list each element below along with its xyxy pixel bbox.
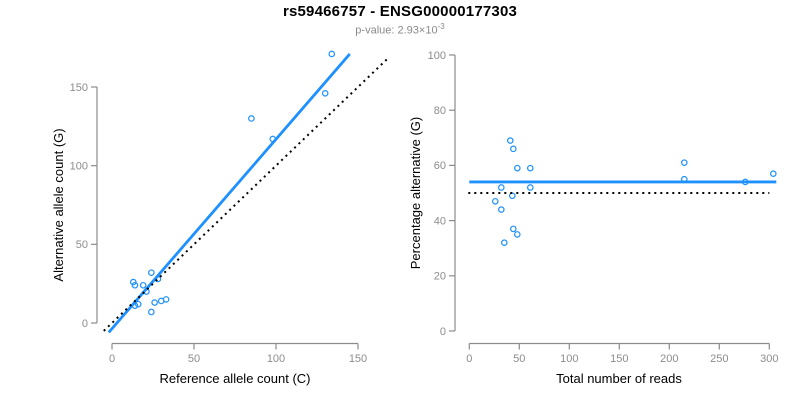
x-axis-title-left: Reference allele count (C) bbox=[159, 371, 310, 386]
left-scatter-panel: 0 50 100 150 0 50 100 150 Reference allele coun… bbox=[51, 50, 389, 386]
x-tick-label: 250 bbox=[710, 353, 728, 365]
right-panel-plot-area: 0 50 100 150 200 250 300 0 20 40 60 80 100 bbox=[428, 50, 779, 365]
pvalue-subtitle: p-value: 2.93×10-3 bbox=[0, 22, 800, 37]
data-point bbox=[769, 170, 777, 177]
x-tick-label: 100 bbox=[267, 353, 285, 365]
data-point bbox=[131, 281, 139, 289]
data-point bbox=[248, 115, 255, 122]
x-tick-label: 150 bbox=[349, 353, 367, 365]
data-point bbox=[139, 281, 147, 289]
regression-line bbox=[107, 53, 351, 334]
data-point bbox=[526, 184, 534, 191]
data-point bbox=[497, 184, 505, 191]
y-tick-label: 150 bbox=[70, 82, 88, 94]
y-tick-label: 40 bbox=[434, 215, 446, 227]
y-tick-label: 60 bbox=[434, 160, 446, 172]
pvalue-text: p-value: 2.93×10 bbox=[355, 24, 438, 37]
left-panel-plot-area: 0 50 100 150 0 50 100 150 bbox=[70, 50, 389, 365]
data-point bbox=[509, 225, 517, 233]
data-point bbox=[680, 159, 688, 166]
pvalue-exponent: -3 bbox=[437, 22, 445, 31]
y-axis-title-left: Alternative allele count (G) bbox=[51, 128, 66, 281]
y-tick-label: 100 bbox=[70, 160, 88, 172]
data-point bbox=[497, 206, 505, 213]
figure-title: rs59466757 - ENSG00000177303 bbox=[282, 3, 518, 20]
data-point bbox=[328, 50, 336, 58]
right-scatter-panel: 0 50 100 150 200 250 300 0 20 40 60 80 100 Total num… bbox=[408, 50, 778, 386]
data-point bbox=[151, 299, 158, 306]
x-tick-label: 200 bbox=[660, 353, 678, 365]
x-tick-label: 0 bbox=[466, 353, 472, 365]
y-tick-label: 0 bbox=[440, 326, 446, 338]
x-axis-title-right: Total number of reads bbox=[556, 371, 682, 386]
data-point bbox=[526, 164, 534, 172]
data-point bbox=[162, 296, 170, 303]
data-point bbox=[491, 197, 499, 205]
y-tick-label: 0 bbox=[82, 318, 88, 330]
y-tick-label: 100 bbox=[428, 50, 446, 62]
data-point bbox=[148, 308, 155, 316]
data-point bbox=[500, 239, 508, 246]
data-point bbox=[506, 137, 514, 144]
y-tick-label: 80 bbox=[434, 105, 446, 117]
y-axis-title-right: Percentage alternative (G) bbox=[408, 117, 423, 269]
x-tick-label: 300 bbox=[760, 353, 778, 365]
data-point bbox=[130, 278, 137, 286]
y-tick-label: 50 bbox=[76, 239, 88, 251]
figure-header: rs59466757 - ENSG00000177303 p-value: 2.… bbox=[0, 3, 800, 37]
data-point bbox=[148, 269, 155, 276]
data-point bbox=[321, 89, 329, 97]
data-point bbox=[509, 145, 517, 153]
x-tick-label: 0 bbox=[109, 353, 115, 365]
x-tick-label: 150 bbox=[610, 353, 628, 365]
x-tick-label: 100 bbox=[560, 353, 578, 365]
x-tick-label: 50 bbox=[188, 353, 200, 365]
data-point bbox=[134, 300, 142, 308]
data-point bbox=[513, 231, 521, 238]
data-point bbox=[513, 164, 521, 172]
x-tick-label: 50 bbox=[513, 353, 525, 365]
y-tick-label: 20 bbox=[434, 271, 446, 283]
